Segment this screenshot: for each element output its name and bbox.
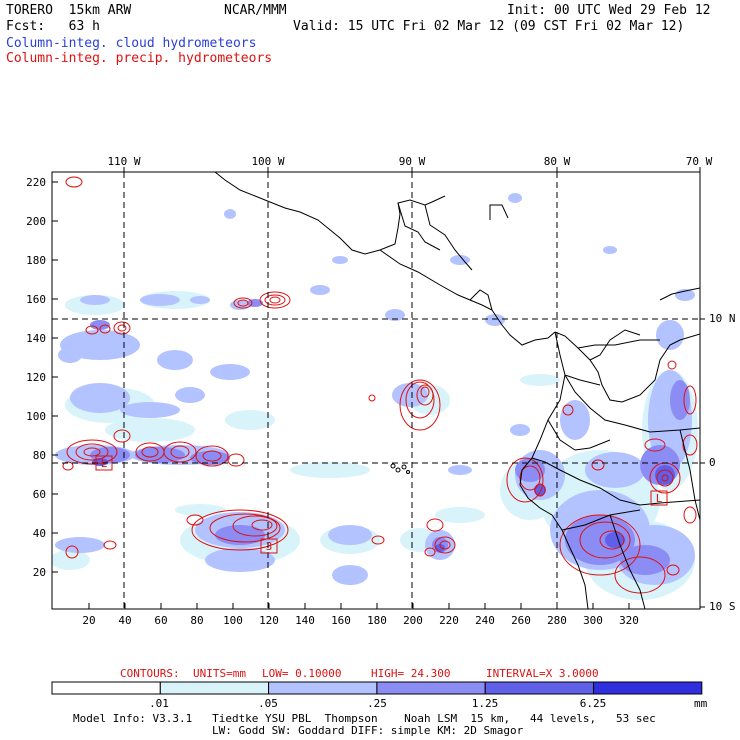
contour-units: UNITS=mm bbox=[193, 667, 246, 680]
lon-label-90w: 90 W bbox=[399, 155, 426, 168]
x-tick-label: 160 bbox=[331, 614, 351, 627]
top-axis-ticks bbox=[123, 167, 701, 172]
annotation-boxes bbox=[95, 455, 668, 554]
x-tick-label: 180 bbox=[367, 614, 387, 627]
lat-label-10s: 10 S bbox=[709, 600, 736, 613]
center-name: NCAR/MMM bbox=[224, 3, 287, 18]
plot-frame bbox=[51, 171, 701, 610]
contour-interval: INTERVAL=X 3.0000 bbox=[486, 667, 599, 680]
x-tick-label: 120 bbox=[259, 614, 279, 627]
x-tick-label: 260 bbox=[511, 614, 531, 627]
value-box bbox=[260, 538, 278, 554]
y-tick-label: 20 bbox=[33, 566, 46, 579]
bottom-axis-ticks bbox=[88, 603, 630, 609]
y-tick-label: 40 bbox=[33, 527, 46, 540]
left-axis-ticks bbox=[52, 181, 58, 573]
x-tick-label: 20 bbox=[82, 614, 95, 627]
y-tick-label: 220 bbox=[26, 176, 46, 189]
field-cloud-label: Column-integ. cloud hydrometeors bbox=[6, 36, 257, 51]
x-tick-label: 200 bbox=[403, 614, 423, 627]
y-tick-label: 160 bbox=[26, 293, 46, 306]
x-tick-label: 280 bbox=[547, 614, 567, 627]
contour-info: CONTOURS: UNITS=mm LOW= 0.10000 HIGH= 24… bbox=[120, 667, 599, 680]
y-tick-label: 180 bbox=[26, 254, 46, 267]
y-tick-label: 60 bbox=[33, 488, 46, 501]
x-tick-label: 320 bbox=[619, 614, 639, 627]
init-time: Init: 00 UTC Wed 29 Feb 12 bbox=[507, 3, 711, 18]
value-label: 3 bbox=[266, 540, 273, 553]
color-bar bbox=[51, 681, 703, 695]
colorbar-cell bbox=[159, 681, 270, 695]
valid-time: Valid: 15 UTC Fri 02 Mar 12 (09 CST Fri … bbox=[293, 19, 685, 34]
forecast-hour: Fcst: 63 h bbox=[6, 19, 100, 34]
colorbar-cell bbox=[484, 681, 595, 695]
x-tick-label: 140 bbox=[295, 614, 315, 627]
low-label-west: L bbox=[101, 457, 108, 470]
physics-info-line: LW: Godd SW: Goddard DIFF: simple KM: 2D… bbox=[212, 724, 524, 737]
lon-label-100w: 100 W bbox=[251, 155, 284, 168]
x-tick-label: 100 bbox=[223, 614, 243, 627]
cloud-shading bbox=[52, 193, 698, 600]
colorbar-tick-label: .25 bbox=[367, 697, 387, 710]
y-tick-label: 100 bbox=[26, 410, 46, 423]
low-box-east bbox=[650, 490, 668, 506]
contour-high: HIGH= 24.300 bbox=[371, 667, 450, 680]
x-tick-label: 240 bbox=[475, 614, 495, 627]
latlon-grid bbox=[52, 172, 700, 609]
colorbar-cell bbox=[51, 681, 161, 695]
colorbar-tick-label: 6.25 bbox=[580, 697, 607, 710]
contour-low: LOW= 0.10000 bbox=[262, 667, 341, 680]
lat-label-0: 0 bbox=[709, 456, 716, 469]
y-tick-label: 200 bbox=[26, 215, 46, 228]
coastlines bbox=[214, 172, 700, 609]
colorbar-cell bbox=[268, 681, 378, 695]
x-tick-label: 220 bbox=[439, 614, 459, 627]
model-title: TORERO 15km ARW bbox=[6, 3, 132, 18]
y-tick-label: 140 bbox=[26, 332, 46, 345]
x-tick-label: 40 bbox=[118, 614, 131, 627]
lon-label-80w: 80 W bbox=[544, 155, 571, 168]
low-label-east: L bbox=[656, 492, 663, 505]
precip-contours bbox=[62, 176, 698, 594]
x-tick-label: 60 bbox=[154, 614, 167, 627]
right-axis-ticks bbox=[700, 318, 705, 608]
low-box-west bbox=[95, 455, 113, 471]
colorbar-tick-label: 1.25 bbox=[472, 697, 499, 710]
colorbar-unit: mm bbox=[694, 697, 708, 710]
colorbar-cell bbox=[376, 681, 486, 695]
x-tick-label: 80 bbox=[190, 614, 203, 627]
lon-label-70w: 70 W bbox=[686, 155, 713, 168]
lat-label-10n: 10 N bbox=[709, 312, 736, 325]
colorbar-cell bbox=[593, 681, 703, 695]
field-precip-label: Column-integ. precip. hydrometeors bbox=[6, 51, 273, 66]
colorbar-tick-label: .01 bbox=[149, 697, 169, 710]
model-info-line: Model Info: V3.3.1 Tiedtke YSU PBL Thomp… bbox=[73, 712, 656, 725]
colorbar-tick-label: .05 bbox=[258, 697, 278, 710]
lon-label-110w: 110 W bbox=[107, 155, 140, 168]
x-tick-label: 300 bbox=[583, 614, 603, 627]
y-tick-label: 120 bbox=[26, 371, 46, 384]
contour-prefix: CONTOURS: bbox=[120, 667, 180, 680]
y-tick-label: 80 bbox=[33, 449, 46, 462]
